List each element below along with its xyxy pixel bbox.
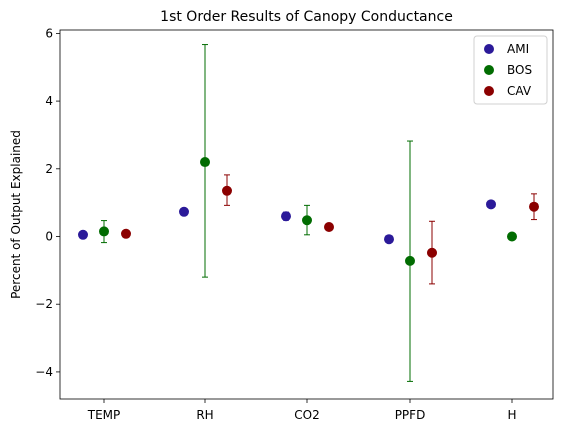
x-tick-label-temp: TEMP [87,408,121,422]
point-bos-h [507,231,517,242]
point-ami-h [486,199,496,210]
legend-label-ami: AMI [507,42,529,56]
y-tick-label: 6 [45,26,53,40]
point-ami-co2 [281,211,291,222]
x-tick-label-co2: CO2 [294,408,319,422]
axes-frame [59,29,554,400]
point-ami-temp [78,229,88,240]
legend-label-cav: CAV [507,84,532,98]
y-tick-label: 2 [45,162,53,176]
x-tick-label-rh: RH [196,408,213,422]
point-bos-temp [99,226,109,237]
point-cav-temp [121,228,131,239]
legend-marker-bos [484,65,494,75]
chart-title: 1st Order Results of Canopy Conductance [160,9,453,25]
y-tick-label: 4 [45,94,53,108]
y-tick-label: −2 [35,297,53,311]
legend-marker-ami [484,44,494,54]
point-bos-rh [200,157,210,168]
legend-box [473,35,548,105]
point-cav-rh [222,185,232,196]
point-ami-ppfd [384,234,394,245]
point-cav-co2 [324,222,334,233]
y-axis-label: Percent of Output Explained [9,130,23,299]
point-cav-h [529,201,539,212]
y-tick-label: 0 [45,230,53,244]
y-tick-label: −4 [35,365,53,379]
point-bos-co2 [302,215,312,226]
x-tick-label-ppfd: PPFD [395,408,426,422]
legend-label-bos: BOS [507,63,532,77]
point-ami-rh [179,206,189,217]
x-tick-label-h: H [507,408,516,422]
point-cav-ppfd [427,247,437,258]
legend-marker-cav [484,86,494,96]
point-bos-ppfd [405,255,415,266]
